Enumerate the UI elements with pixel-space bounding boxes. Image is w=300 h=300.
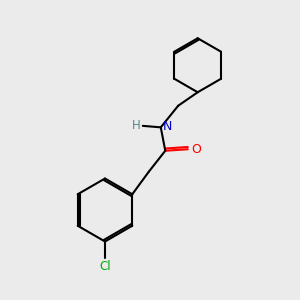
Text: N: N — [162, 120, 172, 133]
Text: Cl: Cl — [99, 260, 111, 273]
Text: O: O — [191, 143, 201, 156]
Text: H: H — [132, 119, 140, 132]
